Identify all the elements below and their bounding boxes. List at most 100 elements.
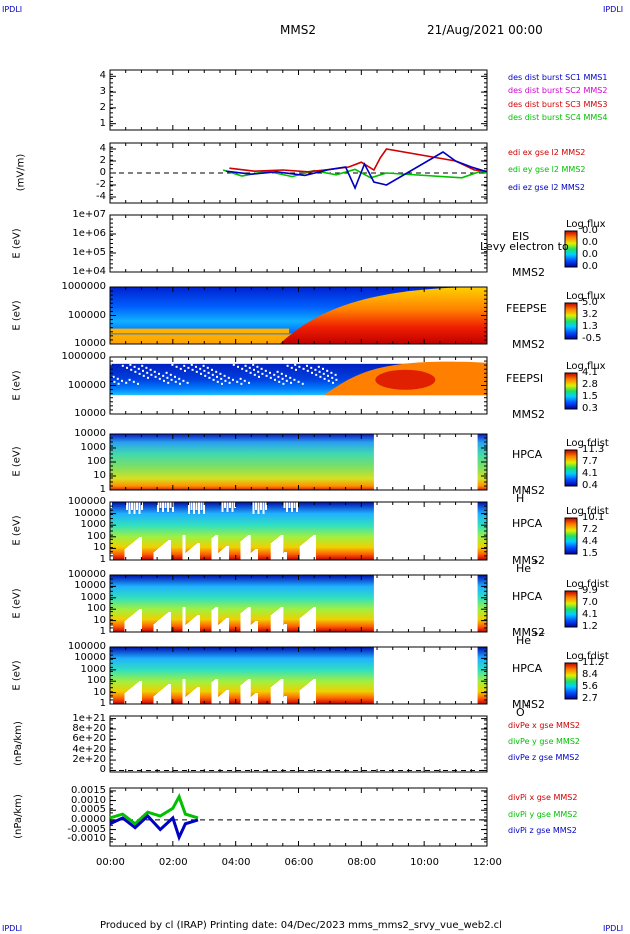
instrument-label: EIS: [512, 229, 530, 243]
legend-entry: divPi x gse MMS2: [508, 792, 578, 802]
hpca-o-colorbar: [564, 662, 578, 700]
ytick-label: 100000: [67, 496, 106, 507]
instrument-label: HPCA: [512, 448, 543, 462]
colorbar-title: Log flux: [566, 361, 606, 372]
feepse-colorbar: [564, 302, 578, 340]
y-axis-label: E (eV): [11, 227, 23, 259]
species-charge: +: [524, 701, 531, 710]
ytick-label: 1000: [80, 663, 106, 675]
colorbar-tick: 1.5: [582, 548, 598, 559]
colorbar-tick: 2.7: [582, 693, 598, 704]
legend-entry: edi ex gse l2 MMS2: [508, 148, 586, 158]
y-axis-label: (nPa/km): [12, 794, 24, 839]
colorbar-title: Log fdist: [566, 506, 609, 517]
y-axis-label: E (eV): [11, 587, 23, 619]
colorbar-tick: 0.0: [582, 261, 598, 272]
colorbar-tick: 7.2: [582, 524, 598, 535]
ytick-label: 1000000: [61, 351, 106, 362]
colorbar-title: Log fdist: [566, 579, 609, 590]
colorbar-tick: -0.5: [582, 333, 602, 344]
sc-burst-frame: [109, 69, 488, 131]
divpe-frame: [109, 715, 488, 773]
ytick-label: 6e+20: [72, 733, 106, 745]
ytick-label: 1e+04: [72, 266, 106, 277]
ytick-label: 4: [99, 143, 106, 154]
species-label: He: [516, 634, 532, 647]
spacecraft-label: MMS2: [512, 484, 545, 497]
legend-entry: edi ez gse l2 MMS2: [508, 182, 585, 192]
y-axis-label: E (eV): [11, 659, 23, 691]
edi-e-series-0: [222, 168, 488, 179]
instrument-label: HPCA: [512, 517, 543, 531]
colorbar-tick: 0.0: [582, 237, 598, 248]
date-title: 21/Aug/2021 00:00: [427, 23, 543, 37]
ytick-label: 0: [99, 764, 106, 776]
species-charge: +: [524, 487, 531, 496]
spacecraft-label: MMS2: [512, 698, 545, 711]
colorbar-tick: 0.4: [582, 480, 598, 491]
colorbar-title: Log fdist: [566, 438, 609, 449]
ytick-label: 1e+06: [72, 228, 106, 239]
instrument-label: HPCA: [512, 661, 543, 675]
ytick-label: 1000: [80, 591, 106, 603]
hpca-h-spectrogram: [110, 434, 374, 490]
ytick-label: 2: [99, 155, 106, 166]
logo-left-top: IPDLI: [2, 5, 23, 14]
ytick-label: 100: [86, 603, 106, 615]
ytick-label: 0.0000: [71, 813, 106, 825]
ytick-label: 2: [99, 101, 106, 113]
colorbar-tick: 11.2: [582, 657, 605, 668]
ytick-label: 100: [86, 456, 106, 467]
time-tick-label: 08:00: [347, 857, 377, 868]
ytick-label: 100: [86, 675, 106, 687]
ytick-label: 1: [99, 554, 106, 565]
eis-colorbar: [564, 230, 578, 268]
logo-left-bottom: IPDLI: [2, 924, 23, 933]
y-axis-label: E (eV): [11, 446, 23, 477]
logo-right-top: IPDLI: [603, 5, 624, 14]
species-label: H: [516, 492, 525, 505]
instrument-label: HPCA: [512, 589, 543, 603]
feepse-hot-population: [279, 287, 487, 344]
ytick-label: 10: [93, 542, 106, 554]
overlay-label: Levy electron to: [480, 240, 569, 254]
ytick-label: 4: [99, 70, 106, 82]
ytick-label: 100000: [67, 379, 106, 391]
time-tick-label: 06:00: [284, 857, 314, 868]
logo-right-bottom: IPDLI: [603, 924, 624, 933]
ytick-label: 1: [99, 698, 106, 709]
y-axis-label: E (eV): [11, 299, 23, 331]
ytick-label: -2: [96, 179, 106, 190]
colorbar-tick: 0.3: [582, 403, 598, 414]
ytick-label: -0.0005: [67, 823, 106, 835]
legend-entry: edi ey gse l2 MMS2: [508, 165, 586, 175]
ytick-label: 100: [86, 530, 106, 542]
time-tick-label: 10:00: [410, 857, 439, 868]
panel-edi-e: [109, 142, 488, 204]
divpi-series-1: [109, 813, 199, 842]
legend-entry: divPe x gse MMS2: [508, 720, 580, 730]
time-tick-label: 12:00: [473, 857, 502, 868]
divpi-frame: [109, 787, 488, 847]
colorbar-tick: 4.1: [582, 367, 598, 378]
ytick-label: 1e+21: [72, 712, 106, 724]
legend-entry: des dist burst SC2 MMS2: [508, 86, 608, 96]
legend-entry: des dist burst SC1 MMS1: [508, 73, 608, 82]
y-axis-label: (mV/m): [15, 153, 27, 192]
ytick-label: 100000: [67, 309, 106, 321]
legend-entry: divPe y gse MMS2: [508, 736, 580, 746]
spacecraft-label: MMS2: [512, 266, 545, 279]
colorbar-tick: 1.3: [582, 321, 598, 332]
colorbar-tick: 9.9: [582, 585, 598, 596]
colorbar-tick: 4.4: [582, 536, 598, 547]
colorbar-tick: 7.7: [582, 456, 598, 467]
colorbar-tick: 7.0: [582, 597, 598, 608]
panel-hpca-h: [109, 433, 578, 491]
colorbar-title: Log flux: [566, 219, 606, 230]
ytick-label: 10: [93, 614, 106, 626]
ytick-label: 0: [99, 167, 106, 178]
ytick-label: 1e+05: [72, 247, 106, 258]
panel-feepse: [109, 286, 578, 345]
ytick-label: 1e+07: [72, 209, 106, 220]
